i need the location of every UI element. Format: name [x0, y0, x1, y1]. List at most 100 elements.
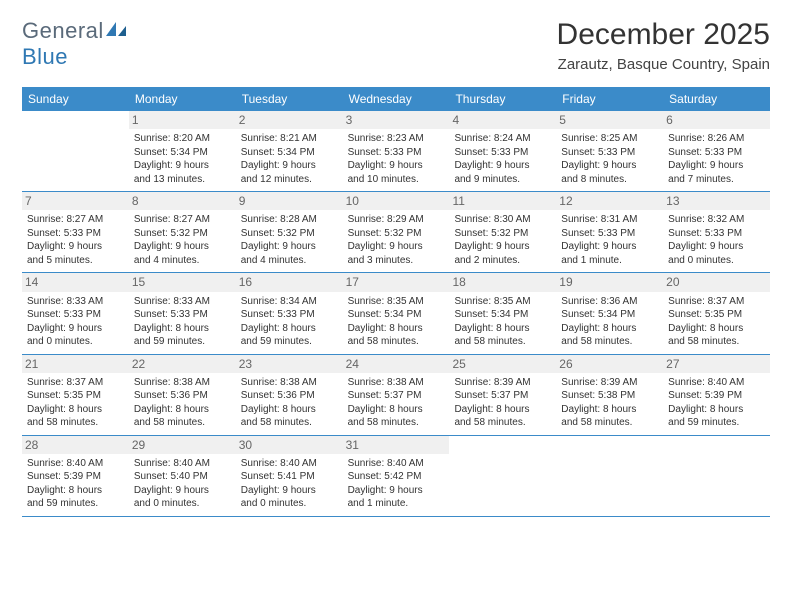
- sunrise-text: Sunrise: 8:26 AM: [668, 132, 765, 146]
- daylight-text: Daylight: 9 hours: [241, 484, 338, 498]
- daylight-text: Daylight: 8 hours: [241, 322, 338, 336]
- sunrise-text: Sunrise: 8:31 AM: [561, 213, 658, 227]
- title-block: December 2025 Zarautz, Basque Country, S…: [557, 18, 770, 73]
- daylight-text: and 1 minute.: [561, 254, 658, 268]
- day-number: 29: [129, 436, 236, 454]
- day-cell: 12Sunrise: 8:31 AMSunset: 5:33 PMDayligh…: [556, 192, 663, 272]
- day-number: 17: [343, 273, 450, 291]
- day-cell: [663, 436, 770, 516]
- daylight-text: and 4 minutes.: [134, 254, 231, 268]
- sunset-text: Sunset: 5:32 PM: [241, 227, 338, 241]
- sunset-text: Sunset: 5:33 PM: [454, 146, 551, 160]
- day-number: 18: [449, 273, 556, 291]
- daylight-text: Daylight: 9 hours: [134, 484, 231, 498]
- daylight-text: Daylight: 9 hours: [27, 322, 124, 336]
- day-cell: [22, 111, 129, 191]
- day-cell: 29Sunrise: 8:40 AMSunset: 5:40 PMDayligh…: [129, 436, 236, 516]
- sunset-text: Sunset: 5:34 PM: [348, 308, 445, 322]
- sunset-text: Sunset: 5:33 PM: [561, 227, 658, 241]
- day-number: 19: [556, 273, 663, 291]
- day-cell: 13Sunrise: 8:32 AMSunset: 5:33 PMDayligh…: [663, 192, 770, 272]
- weekday-header: Wednesday: [343, 87, 450, 111]
- weekday-header-row: SundayMondayTuesdayWednesdayThursdayFrid…: [22, 87, 770, 111]
- sunrise-text: Sunrise: 8:36 AM: [561, 295, 658, 309]
- week-row: 28Sunrise: 8:40 AMSunset: 5:39 PMDayligh…: [22, 436, 770, 517]
- sunset-text: Sunset: 5:33 PM: [27, 227, 124, 241]
- sunset-text: Sunset: 5:33 PM: [27, 308, 124, 322]
- day-cell: 25Sunrise: 8:39 AMSunset: 5:37 PMDayligh…: [449, 355, 556, 435]
- day-cell: 26Sunrise: 8:39 AMSunset: 5:38 PMDayligh…: [556, 355, 663, 435]
- day-cell: 14Sunrise: 8:33 AMSunset: 5:33 PMDayligh…: [22, 273, 129, 353]
- sunrise-text: Sunrise: 8:35 AM: [454, 295, 551, 309]
- daylight-text: Daylight: 9 hours: [134, 240, 231, 254]
- day-number: 3: [343, 111, 450, 129]
- daylight-text: and 58 minutes.: [454, 335, 551, 349]
- day-cell: [556, 436, 663, 516]
- sunrise-text: Sunrise: 8:27 AM: [27, 213, 124, 227]
- daylight-text: and 59 minutes.: [134, 335, 231, 349]
- sail-icon: [104, 20, 130, 38]
- daylight-text: and 10 minutes.: [348, 173, 445, 187]
- daylight-text: and 58 minutes.: [134, 416, 231, 430]
- daylight-text: Daylight: 8 hours: [241, 403, 338, 417]
- weekday-header: Sunday: [22, 87, 129, 111]
- daylight-text: Daylight: 9 hours: [561, 159, 658, 173]
- daylight-text: and 58 minutes.: [27, 416, 124, 430]
- sunrise-text: Sunrise: 8:38 AM: [134, 376, 231, 390]
- daylight-text: Daylight: 8 hours: [668, 322, 765, 336]
- sunset-text: Sunset: 5:35 PM: [668, 308, 765, 322]
- sunset-text: Sunset: 5:36 PM: [134, 389, 231, 403]
- logo-text-blue: Blue: [22, 44, 68, 69]
- calendar: SundayMondayTuesdayWednesdayThursdayFrid…: [22, 87, 770, 517]
- day-cell: 27Sunrise: 8:40 AMSunset: 5:39 PMDayligh…: [663, 355, 770, 435]
- sunset-text: Sunset: 5:34 PM: [454, 308, 551, 322]
- daylight-text: Daylight: 8 hours: [134, 322, 231, 336]
- sunset-text: Sunset: 5:32 PM: [454, 227, 551, 241]
- sunset-text: Sunset: 5:33 PM: [561, 146, 658, 160]
- daylight-text: and 59 minutes.: [27, 497, 124, 511]
- daylight-text: Daylight: 9 hours: [668, 159, 765, 173]
- day-number: 20: [663, 273, 770, 291]
- day-cell: 3Sunrise: 8:23 AMSunset: 5:33 PMDaylight…: [343, 111, 450, 191]
- sunrise-text: Sunrise: 8:37 AM: [27, 376, 124, 390]
- logo-text: GeneralBlue: [22, 18, 130, 70]
- day-number: 1: [129, 111, 236, 129]
- day-cell: 8Sunrise: 8:27 AMSunset: 5:32 PMDaylight…: [129, 192, 236, 272]
- weekday-header: Saturday: [663, 87, 770, 111]
- day-cell: 1Sunrise: 8:20 AMSunset: 5:34 PMDaylight…: [129, 111, 236, 191]
- day-cell: 15Sunrise: 8:33 AMSunset: 5:33 PMDayligh…: [129, 273, 236, 353]
- daylight-text: Daylight: 9 hours: [454, 240, 551, 254]
- day-cell: 2Sunrise: 8:21 AMSunset: 5:34 PMDaylight…: [236, 111, 343, 191]
- day-number: 30: [236, 436, 343, 454]
- daylight-text: and 1 minute.: [348, 497, 445, 511]
- daylight-text: Daylight: 9 hours: [668, 240, 765, 254]
- week-row: 14Sunrise: 8:33 AMSunset: 5:33 PMDayligh…: [22, 273, 770, 354]
- sunset-text: Sunset: 5:33 PM: [348, 146, 445, 160]
- day-cell: 31Sunrise: 8:40 AMSunset: 5:42 PMDayligh…: [343, 436, 450, 516]
- sunset-text: Sunset: 5:33 PM: [668, 227, 765, 241]
- sunrise-text: Sunrise: 8:38 AM: [241, 376, 338, 390]
- sunset-text: Sunset: 5:42 PM: [348, 470, 445, 484]
- daylight-text: Daylight: 9 hours: [348, 240, 445, 254]
- day-cell: 19Sunrise: 8:36 AMSunset: 5:34 PMDayligh…: [556, 273, 663, 353]
- sunset-text: Sunset: 5:40 PM: [134, 470, 231, 484]
- day-cell: 11Sunrise: 8:30 AMSunset: 5:32 PMDayligh…: [449, 192, 556, 272]
- day-number: 26: [556, 355, 663, 373]
- daylight-text: and 0 minutes.: [134, 497, 231, 511]
- day-cell: 23Sunrise: 8:38 AMSunset: 5:36 PMDayligh…: [236, 355, 343, 435]
- daylight-text: and 59 minutes.: [241, 335, 338, 349]
- daylight-text: and 13 minutes.: [134, 173, 231, 187]
- daylight-text: and 59 minutes.: [668, 416, 765, 430]
- day-number: 25: [449, 355, 556, 373]
- day-cell: 6Sunrise: 8:26 AMSunset: 5:33 PMDaylight…: [663, 111, 770, 191]
- sunset-text: Sunset: 5:34 PM: [561, 308, 658, 322]
- daylight-text: Daylight: 9 hours: [561, 240, 658, 254]
- daylight-text: Daylight: 8 hours: [27, 484, 124, 498]
- logo: GeneralBlue: [22, 18, 130, 70]
- sunrise-text: Sunrise: 8:29 AM: [348, 213, 445, 227]
- sunrise-text: Sunrise: 8:24 AM: [454, 132, 551, 146]
- day-number: 9: [236, 192, 343, 210]
- sunrise-text: Sunrise: 8:23 AM: [348, 132, 445, 146]
- daylight-text: Daylight: 9 hours: [241, 159, 338, 173]
- sunrise-text: Sunrise: 8:35 AM: [348, 295, 445, 309]
